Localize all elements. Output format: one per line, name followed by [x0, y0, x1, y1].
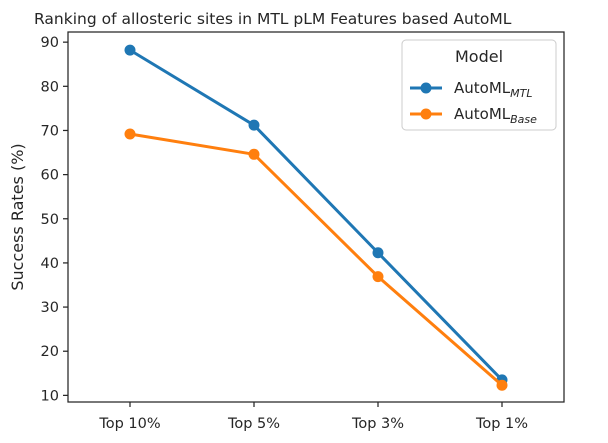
y-axis-label: Success Rates (%)	[8, 143, 27, 290]
data-point-base	[248, 148, 260, 160]
legend-box	[401, 39, 557, 131]
y-tick-label: 80	[41, 79, 59, 95]
y-tick-label: 20	[41, 344, 59, 360]
y-tick-label: 40	[41, 256, 59, 272]
data-point-mtl	[372, 247, 384, 259]
series-line-mtl	[128, 48, 504, 382]
plot-frame	[67, 31, 565, 403]
legend-entry-base: AutoMLBase	[454, 105, 537, 126]
x-tick-label: Top 1%	[475, 416, 528, 432]
x-tick-label: Top 10%	[98, 416, 160, 432]
data-point-base	[496, 379, 508, 391]
x-axis: Top 10% Top 5% Top 3% Top 1%	[98, 402, 528, 432]
legend-entry-subscript: Base	[510, 113, 537, 126]
chart-title: Ranking of allosteric sites in MTL pLM F…	[34, 10, 512, 28]
y-tick-label: 30	[41, 300, 59, 316]
legend-entry-subscript: MTL	[510, 87, 532, 100]
series-layer	[124, 44, 508, 391]
data-point-base	[372, 271, 384, 283]
y-tick-label: 50	[41, 212, 59, 228]
data-point-base	[124, 128, 136, 140]
data-point-mtl	[248, 119, 260, 131]
legend-entry-name: AutoML	[454, 79, 511, 97]
data-point-mtl	[124, 44, 136, 56]
legend-title: Model	[455, 47, 503, 66]
legend-entry-mtl: AutoMLMTL	[454, 79, 532, 100]
series-line-base	[128, 132, 504, 387]
legend-entry-name: AutoML	[454, 105, 511, 123]
legend-marker-mtl	[420, 82, 432, 94]
x-tick-label: Top 3%	[351, 416, 404, 432]
y-tick-label: 60	[41, 168, 59, 184]
y-tick-label: 10	[41, 388, 59, 404]
legend-marker-base	[420, 108, 432, 120]
y-axis: 10 20 30 40 50 60 70 80 90	[41, 35, 68, 404]
y-tick-label: 70	[41, 123, 59, 139]
x-tick-label: Top 5%	[227, 416, 280, 432]
y-tick-label: 90	[41, 35, 59, 51]
